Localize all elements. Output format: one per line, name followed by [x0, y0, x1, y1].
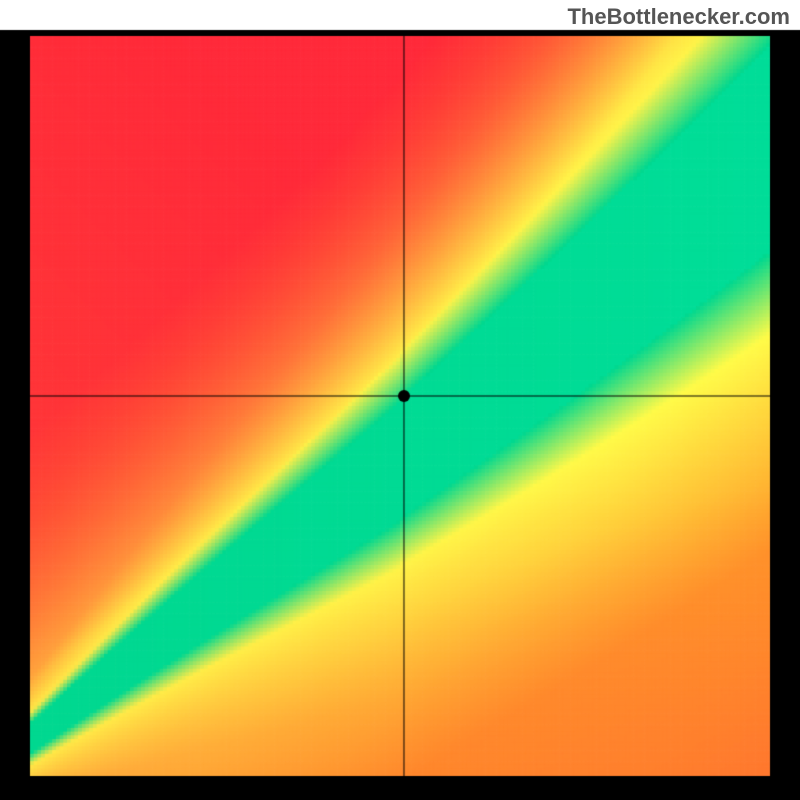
bottleneck-heatmap [0, 0, 800, 800]
watermark-text: TheBottlenecker.com [567, 4, 790, 30]
